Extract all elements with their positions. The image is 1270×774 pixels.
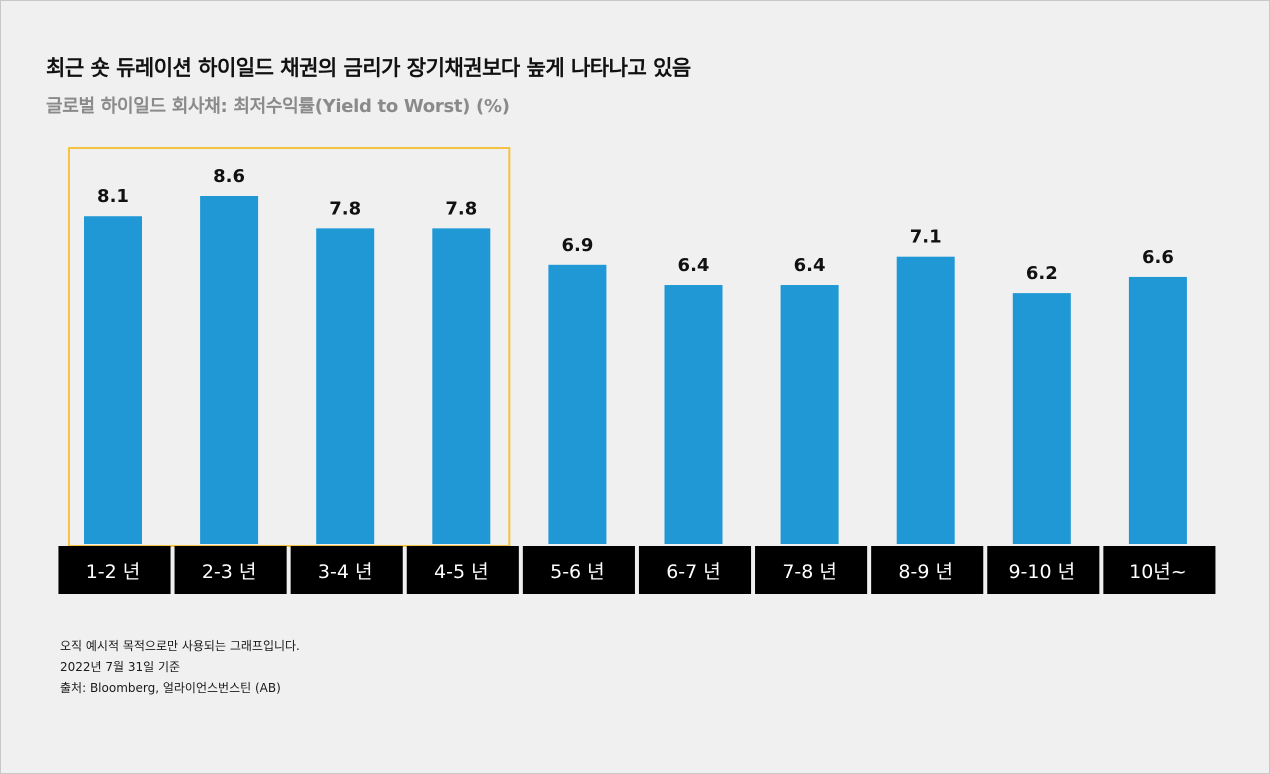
category-box: [58, 546, 171, 594]
data-label: 8.1: [97, 186, 129, 207]
data-label: 6.6: [1142, 247, 1174, 268]
category-box: [638, 546, 752, 594]
x-tick-label: 6-7 년: [666, 561, 721, 583]
x-tick-label: 3-4 년: [318, 561, 373, 583]
bar: [200, 196, 259, 544]
category-box: [1103, 546, 1216, 594]
data-label: 6.4: [678, 255, 710, 276]
category-box: [987, 546, 1100, 594]
footnote-source: 출처: Bloomberg, 얼라이언스번스틴 (AB): [60, 681, 281, 695]
footnote-illustrative: 오직 예시적 목적으로만 사용되는 그래프입니다.: [60, 639, 300, 653]
x-tick-label: 10년~: [1129, 561, 1187, 583]
data-label: 7.8: [329, 198, 361, 219]
x-tick-label: 7-8 년: [782, 561, 837, 583]
category-box: [871, 546, 984, 594]
x-tick-label: 2-3 년: [202, 561, 257, 583]
footnote-date: 2022년 7월 31일 기준: [60, 660, 181, 674]
highlight-box: [67, 147, 511, 547]
category-box: [406, 546, 519, 594]
x-tick-label: 4-5 년: [434, 561, 489, 583]
x-tick-label: 5-6 년: [550, 561, 605, 583]
bar: [664, 285, 723, 544]
category-box: [290, 546, 403, 594]
bar: [896, 256, 955, 544]
category-box: [522, 546, 635, 594]
bar: [1128, 276, 1187, 544]
x-tick-label: 9-10 년: [1008, 561, 1075, 583]
x-tick-label: 1-2 년: [86, 561, 141, 583]
bar: [84, 216, 142, 545]
category-box: [174, 546, 287, 594]
data-label: 7.8: [445, 198, 477, 219]
data-label: 6.2: [1026, 263, 1058, 284]
data-label: 6.9: [561, 235, 593, 256]
data-label: 8.6: [213, 166, 245, 187]
bar: [316, 228, 375, 545]
bar: [780, 285, 839, 544]
category-box: [755, 546, 868, 594]
data-label: 6.4: [794, 255, 826, 276]
bar: [1012, 293, 1071, 544]
chart-subtitle: 글로벌 하이일드 회사채: 최저수익률(Yield to Worst) (%): [46, 96, 510, 117]
chart-title: 최근 숏 듀레이션 하이일드 채권의 금리가 장기채권보다 높게 나타나고 있음: [46, 56, 691, 80]
footnotes: 오직 예시적 목적으로만 사용되는 그래프입니다. 2022년 7월 31일 기…: [60, 636, 300, 699]
bar: [548, 264, 607, 544]
data-label: 7.1: [910, 227, 942, 248]
bar: [432, 228, 491, 545]
x-tick-label: 8-9 년: [898, 561, 953, 583]
